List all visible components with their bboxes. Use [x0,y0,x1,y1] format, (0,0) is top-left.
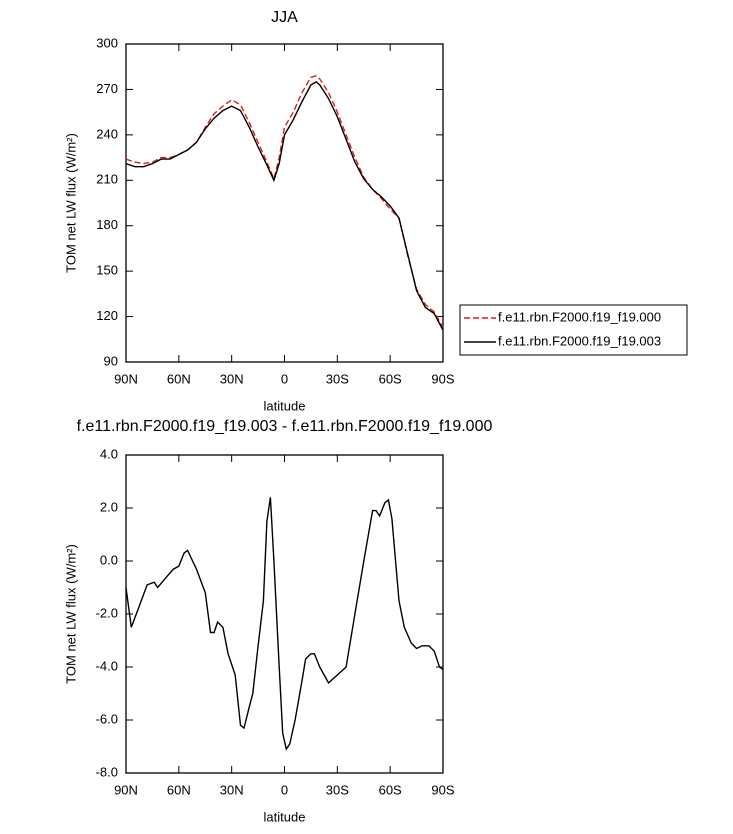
x-axis-label: latitude [264,809,306,824]
plot-frame [125,43,444,363]
data-line [125,497,444,751]
y-tick-label: 0.0 [100,552,118,567]
x-tick-label: 30N [220,782,244,797]
y-tick-label: 120 [96,308,118,323]
x-tick-label: 30S [326,782,349,797]
x-tick-label: 60S [379,782,402,797]
y-tick-label: 90 [104,353,118,368]
x-tick-label: 60N [167,782,191,797]
x-tick-label: 30S [326,371,349,386]
y-axis-label: TOM net LW flux (W/m²) [63,544,78,684]
x-tick-label: 90S [431,371,454,386]
y-tick-label: 270 [96,81,118,96]
y-tick-label: 300 [96,35,118,50]
y-tick-label: 180 [96,217,118,232]
y-tick-label: -6.0 [96,711,118,726]
x-tick-label: 30N [220,371,244,386]
x-tick-label: 60N [167,371,191,386]
y-tick-label: -8.0 [96,764,118,779]
x-tick-label: 60S [379,371,402,386]
chart-title: JJA [271,9,298,26]
x-tick-label: 90N [114,371,138,386]
chart-title: f.e11.rbn.F2000.f19_f19.003 - f.e11.rbn.… [77,418,493,435]
x-tick-label: 0 [281,782,288,797]
y-tick-label: 2.0 [100,499,118,514]
data-line [125,75,444,328]
x-tick-label: 90S [431,782,454,797]
x-tick-label: 0 [281,371,288,386]
plot-frame [125,454,444,774]
y-axis-label: TOM net LW flux (W/m²) [63,133,78,273]
y-tick-label: 150 [96,263,118,278]
x-axis-label: latitude [264,398,306,413]
data-line [125,81,444,331]
y-tick-label: 210 [96,172,118,187]
legend-label: f.e11.rbn.F2000.f19_f19.003 [498,333,661,348]
y-tick-label: 4.0 [100,446,118,461]
legend-box [459,304,688,356]
x-tick-label: 90N [114,782,138,797]
y-tick-label: 240 [96,126,118,141]
y-tick-label: -2.0 [96,605,118,620]
legend-label: f.e11.rbn.F2000.f19_f19.000 [498,309,661,324]
y-tick-label: -4.0 [96,658,118,673]
